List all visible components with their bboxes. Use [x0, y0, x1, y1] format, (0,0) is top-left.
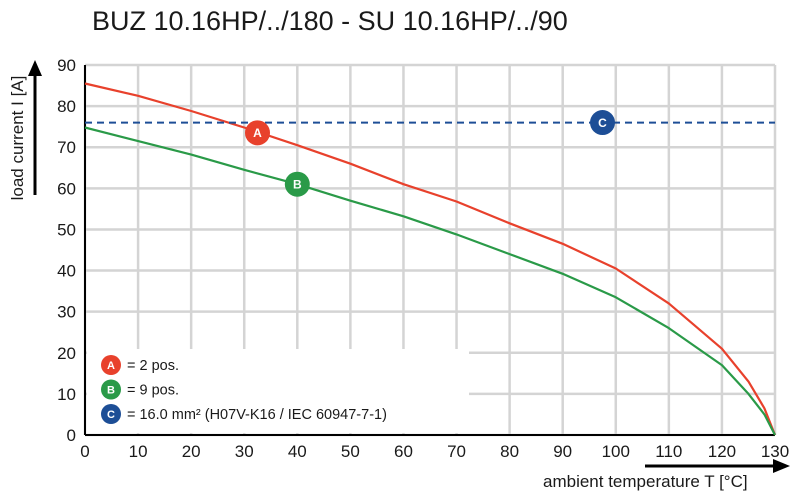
marker-c-letter: C [598, 116, 607, 130]
marker-a-circle [245, 120, 270, 146]
y-tick-label: 90 [57, 56, 76, 75]
y-tick-label: 30 [57, 303, 76, 322]
legend-background [87, 349, 469, 433]
legend-text-b: = 9 pos. [127, 383, 179, 399]
x-tick-label: 120 [708, 442, 736, 461]
x-tick-label: 0 [80, 442, 89, 461]
x-tick-label: 100 [602, 442, 630, 461]
marker-c-circle [590, 110, 615, 136]
y-tick-label: 80 [57, 97, 76, 116]
x-tick-label: 10 [129, 442, 148, 461]
y-tick-label: 0 [67, 426, 76, 445]
legend-badge-c-letter: C [107, 409, 115, 421]
legend-badge-b-letter: B [107, 384, 115, 396]
legend-badge-b-circle [101, 379, 121, 400]
legend-badge-b: B [101, 379, 121, 400]
x-tick-label: 90 [553, 442, 572, 461]
x-axis-arrow-head [773, 459, 790, 473]
marker-a: A [245, 120, 270, 146]
marker-b-circle [284, 171, 310, 197]
legend-badge-a-circle [101, 355, 121, 375]
x-tick-label: 50 [341, 442, 360, 461]
legend-text-c: = 16.0 mm² (H07V-K16 / IEC 60947-7-1) [127, 407, 387, 423]
x-tick-label: 20 [182, 442, 201, 461]
legend-badge-a: A [101, 355, 121, 375]
marker-b-letter: B [293, 178, 302, 192]
y-tick-label: 70 [57, 138, 76, 157]
y-tick-label: 40 [57, 262, 76, 281]
marker-b: B [284, 171, 310, 197]
y-tick-label: 20 [57, 344, 76, 363]
y-tick-label: 10 [57, 385, 76, 404]
y-tick-label: 50 [57, 220, 76, 239]
series-line-a [84, 82, 777, 436]
legend-badge-c-circle [101, 404, 121, 424]
legend-badge-a-letter: A [107, 360, 115, 372]
x-tick-label: 110 [655, 442, 682, 461]
y-axis-arrow-head [28, 60, 42, 76]
x-tick-label: 40 [288, 442, 307, 461]
x-tick-label: 60 [394, 442, 413, 461]
x-tick-label: 30 [235, 442, 254, 461]
legend-badge-c: C [101, 404, 121, 424]
series-line-b [84, 126, 776, 436]
y-tick-label: 60 [57, 179, 76, 198]
x-tick-label: 80 [500, 442, 519, 461]
chart-title: BUZ 10.16HP/../180 - SU 10.16HP/../90 [92, 6, 568, 36]
marker-a-letter: A [253, 126, 262, 140]
x-axis-label: ambient temperature T [°C] [543, 472, 748, 491]
legend-text-a: = 2 pos. [127, 358, 179, 374]
marker-c: C [590, 110, 615, 136]
x-tick-label: 130 [761, 442, 789, 461]
x-tick-label: 70 [447, 442, 466, 461]
